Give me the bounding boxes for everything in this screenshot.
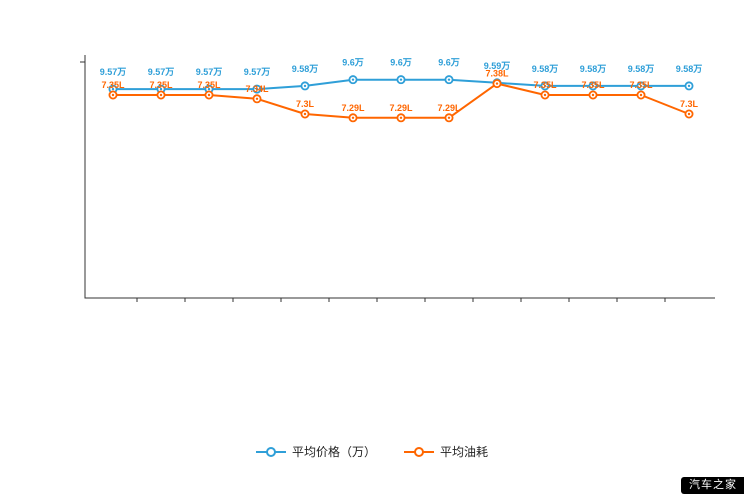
legend-label-fuel: 平均油耗 — [440, 445, 489, 459]
point-label: 9.6万 — [438, 58, 460, 68]
data-point-center — [255, 87, 259, 91]
data-point-center — [591, 93, 595, 97]
data-point-center — [351, 116, 355, 120]
data-point-center — [639, 84, 643, 88]
data-point-center — [543, 84, 547, 88]
data-point-center — [591, 84, 595, 88]
point-label: 7.35L — [197, 80, 221, 90]
point-label: 9.6万 — [342, 58, 364, 68]
point-label: 9.58万 — [532, 64, 559, 74]
data-point-center — [159, 93, 163, 97]
legend-marker-price — [255, 446, 286, 457]
point-label: 7.35L — [581, 80, 605, 90]
point-label: 7.29L — [341, 103, 365, 113]
data-point-center — [447, 78, 451, 81]
data-point-center — [399, 78, 403, 81]
point-label: 9.6万 — [390, 58, 412, 68]
legend-marker-fuel — [404, 446, 434, 457]
point-label: 7.29L — [389, 103, 413, 113]
data-point-center — [255, 97, 259, 101]
data-point-center — [207, 93, 211, 97]
point-label: 9.57万 — [100, 67, 127, 77]
data-point-center — [687, 84, 691, 88]
point-label: 7.29L — [437, 103, 461, 113]
legend-label-price: 平均价格（万） — [291, 445, 376, 459]
point-label: 9.58万 — [580, 64, 607, 74]
axis-lines — [84, 55, 715, 299]
point-label: 9.59万 — [484, 61, 511, 71]
point-label: 9.58万 — [676, 64, 703, 74]
data-point-center — [111, 87, 115, 91]
point-label: 7.3L — [680, 99, 699, 109]
data-point-center — [543, 93, 547, 97]
point-label: 7.35L — [149, 80, 173, 90]
point-label: 7.35L — [533, 80, 557, 90]
point-label: 9.57万 — [244, 67, 271, 77]
point-label: 7.3L — [296, 99, 315, 109]
data-point-center — [207, 87, 211, 91]
legend-item-avg-fuel[interactable]: 平均油耗 — [404, 443, 488, 460]
data-point-center — [495, 82, 499, 85]
watermark-autohome: 汽车之家 — [681, 477, 744, 494]
point-label: 7.34L — [245, 84, 269, 94]
point-label: 7.35L — [629, 80, 653, 90]
data-point-center — [639, 93, 643, 97]
data-point-center — [399, 116, 403, 120]
data-point-center — [111, 93, 115, 97]
data-point-center — [687, 112, 691, 116]
legend-dot-price-icon — [265, 446, 276, 457]
point-label: 9.58万 — [292, 64, 319, 74]
data-point-center — [351, 78, 355, 81]
point-label: 9.57万 — [196, 67, 223, 77]
data-point-center — [303, 112, 307, 116]
point-label: 9.57万 — [148, 67, 175, 77]
point-label: 7.38L — [485, 69, 509, 79]
point-label: 7.35L — [101, 80, 125, 90]
legend-dot-fuel-icon — [414, 446, 424, 457]
data-point-center — [303, 84, 307, 88]
legend-item-avg-price[interactable]: 平均价格（万） — [255, 443, 376, 460]
data-point-center — [447, 116, 451, 120]
point-label: 9.58万 — [628, 64, 655, 74]
chart-legend: 平均价格（万） 平均油耗 — [0, 443, 744, 460]
data-point-center — [159, 87, 163, 91]
